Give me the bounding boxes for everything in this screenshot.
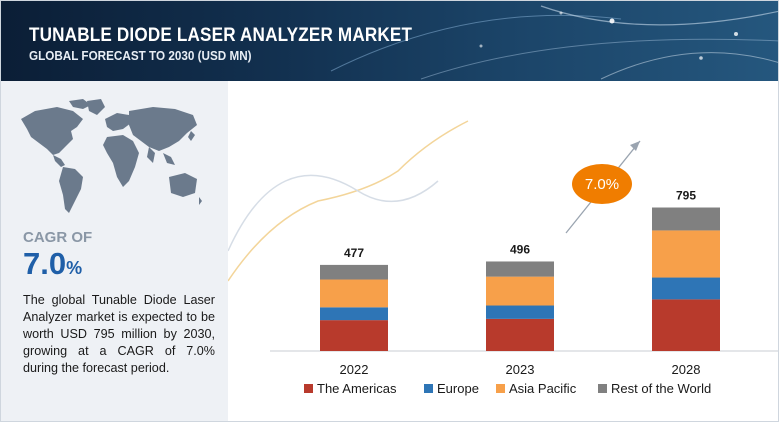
bar-segment-the-americas-2028 — [652, 299, 720, 351]
bar-segment-rest-of-the-world-2028 — [652, 207, 720, 231]
cagr-number: 7.0 — [23, 246, 67, 281]
bar-total-label-2023: 496 — [510, 242, 530, 256]
x-tick-label-2028: 2028 — [672, 362, 701, 377]
legend-label-the-americas: The Americas — [317, 381, 397, 396]
bar-segment-the-americas-2022 — [320, 320, 388, 351]
bars-group — [320, 207, 720, 351]
bar-total-label-2028: 795 — [676, 189, 696, 203]
bar-segment-asia-pacific-2028 — [652, 230, 720, 278]
legend-swatch-europe — [424, 384, 433, 393]
legend-swatch-asia-pacific — [496, 384, 505, 393]
stacked-bar-chart: 477 2022 496 2023 795 2028 7.0% The Americas E… — [228, 120, 778, 396]
legend-swatch-rest-of-the-world — [598, 384, 607, 393]
legend-label-europe: Europe — [437, 381, 479, 396]
world-map-icon — [21, 99, 202, 213]
bar-segment-rest-of-the-world-2022 — [320, 264, 388, 280]
bar-segment-the-americas-2023 — [486, 318, 554, 351]
bar-segment-europe-2023 — [486, 305, 554, 319]
cagr-value: 7.0% — [23, 246, 82, 282]
bar-segment-asia-pacific-2023 — [486, 276, 554, 306]
growth-badge — [572, 164, 632, 204]
decorative-swoosh-gray — [228, 174, 439, 252]
cagr-unit: % — [66, 258, 83, 278]
bar-segment-asia-pacific-2022 — [320, 279, 388, 308]
summary-panel: CAGR OF 7.0% The global Tunable Diode La… — [1, 81, 228, 421]
x-tick-label-2023: 2023 — [506, 362, 535, 377]
bar-segment-rest-of-the-world-2023 — [486, 261, 554, 277]
decorative-swoosh-gold — [228, 120, 469, 282]
labels-group: 477 2022 496 2023 795 2028 — [340, 189, 701, 377]
chart-subtitle: GLOBAL FORECAST TO 2030 (USD MN) — [29, 48, 252, 63]
chart-title: TUNABLE DIODE LASER ANALYZER MARKET — [29, 25, 413, 46]
x-tick-label-2022: 2022 — [340, 362, 369, 377]
cagr-label: CAGR OF — [23, 229, 93, 246]
bar-segment-europe-2022 — [320, 307, 388, 321]
growth-arrow-head-icon — [630, 141, 640, 151]
chart-area: 477 2022 496 2023 795 2028 7.0% The Americas E… — [228, 81, 778, 421]
bar-total-label-2022: 477 — [344, 246, 364, 260]
bar-segment-europe-2028 — [652, 277, 720, 300]
legend: The Americas Europe Asia Pacific Rest of th… — [304, 381, 711, 396]
legend-label-asia-pacific: Asia Pacific — [509, 381, 577, 396]
light-streaks-decoration — [330, 5, 778, 80]
market-description: The global Tunable Diode Laser Analyzer … — [23, 293, 215, 375]
header-banner: TUNABLE DIODE LASER ANALYZER MARKET GLOB… — [1, 1, 778, 81]
growth-badge-label: 7.0% — [585, 176, 619, 193]
legend-label-rest-of-the-world: Rest of the World — [611, 381, 711, 396]
legend-swatch-the-americas — [304, 384, 313, 393]
